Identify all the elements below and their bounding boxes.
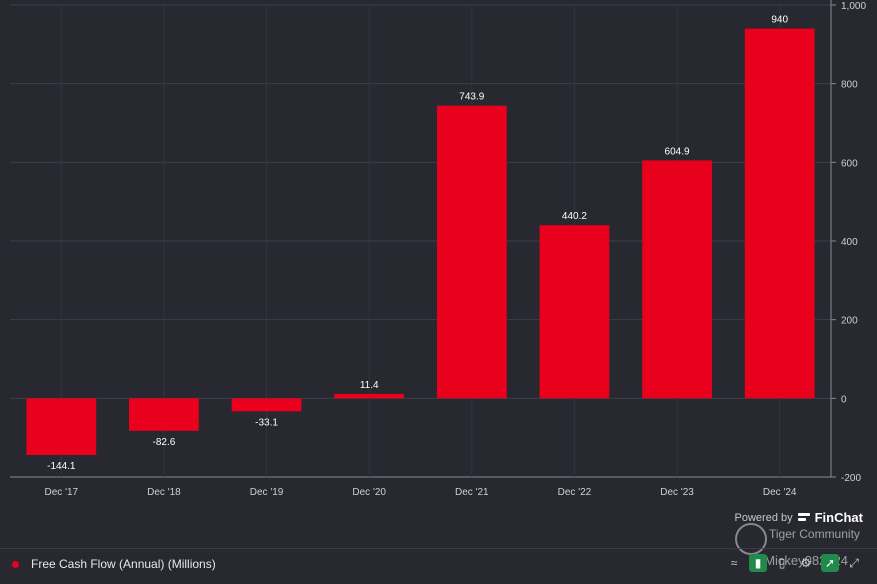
y-tick-label: 1,000	[841, 1, 866, 12]
bar[interactable]	[744, 28, 815, 399]
settings-icon[interactable]: ⚙	[800, 556, 812, 570]
bar-data-label: 11.4	[360, 380, 379, 391]
powered-by-label: Powered by	[734, 511, 793, 524]
y-tick-label: 0	[841, 394, 847, 405]
line-chart-icon[interactable]: ≈	[730, 556, 738, 570]
y-tick-label: 800	[841, 80, 858, 91]
x-tick-label: Dec '17	[45, 487, 79, 498]
y-tick-label: 400	[841, 237, 858, 248]
chart-x-axis: Dec '17 Dec '18 Dec '19 Dec '20 Dec '21 Dec '…	[45, 487, 797, 498]
y-tick-label: 200	[841, 316, 858, 327]
bar-data-label: -144.1	[47, 461, 76, 472]
bar[interactable]	[334, 393, 405, 399]
x-tick-label: Dec '20	[352, 487, 386, 498]
bar-data-label: 743.9	[459, 92, 484, 103]
y-tick-label: -200	[841, 473, 861, 484]
chart-bars	[26, 28, 815, 456]
bar-data-label: 604.9	[665, 146, 690, 157]
bar[interactable]	[231, 398, 302, 412]
share-icon[interactable]: ➚	[821, 554, 839, 572]
bar-data-label: -82.6	[153, 437, 176, 448]
y-tick-label: 600	[841, 158, 858, 169]
chart-toolbar: ≈ ▮ ▯ ⚙ ➚ ⤢	[725, 554, 863, 572]
bar[interactable]	[539, 225, 610, 399]
bar[interactable]	[26, 398, 97, 456]
x-tick-label: Dec '19	[250, 487, 284, 498]
legend-dot-icon	[12, 561, 19, 568]
bar-data-label: 440.2	[562, 211, 587, 222]
powered-by-attribution[interactable]: Powered by FinChat	[735, 510, 863, 525]
chart-bar-labels: -144.1 -82.6 -33.1 11.4 743.9 440.2 604.9 940	[47, 15, 788, 472]
x-tick-label: Dec '18	[147, 487, 181, 498]
chart-y-axis: -200 0 200 400 600 800 1,000	[831, 1, 866, 484]
bar[interactable]	[129, 398, 199, 431]
bar-data-label: -33.1	[255, 417, 278, 428]
x-tick-label: Dec '23	[660, 487, 694, 498]
expand-icon[interactable]: ⤢	[849, 555, 859, 570]
bar[interactable]	[642, 160, 712, 399]
x-tick-label: Dec '21	[455, 487, 489, 498]
x-tick-label: Dec '24	[763, 487, 797, 498]
column-chart-icon[interactable]: ▯	[778, 556, 786, 570]
finchat-logo-icon	[797, 512, 810, 524]
legend-bar: Free Cash Flow (Annual) (Millions) ≈ ▮ ▯…	[0, 548, 877, 584]
legend-label[interactable]: Free Cash Flow (Annual) (Millions)	[31, 557, 216, 571]
brand-name: FinChat	[814, 510, 863, 525]
bar-chart-icon[interactable]: ▮	[749, 554, 767, 572]
x-tick-label: Dec '22	[558, 487, 592, 498]
bar-data-label: 940	[771, 15, 788, 26]
bar[interactable]	[436, 105, 507, 399]
chart: -144.1 -82.6 -33.1 11.4 743.9 440.2 604.9 940 D…	[10, 0, 866, 498]
